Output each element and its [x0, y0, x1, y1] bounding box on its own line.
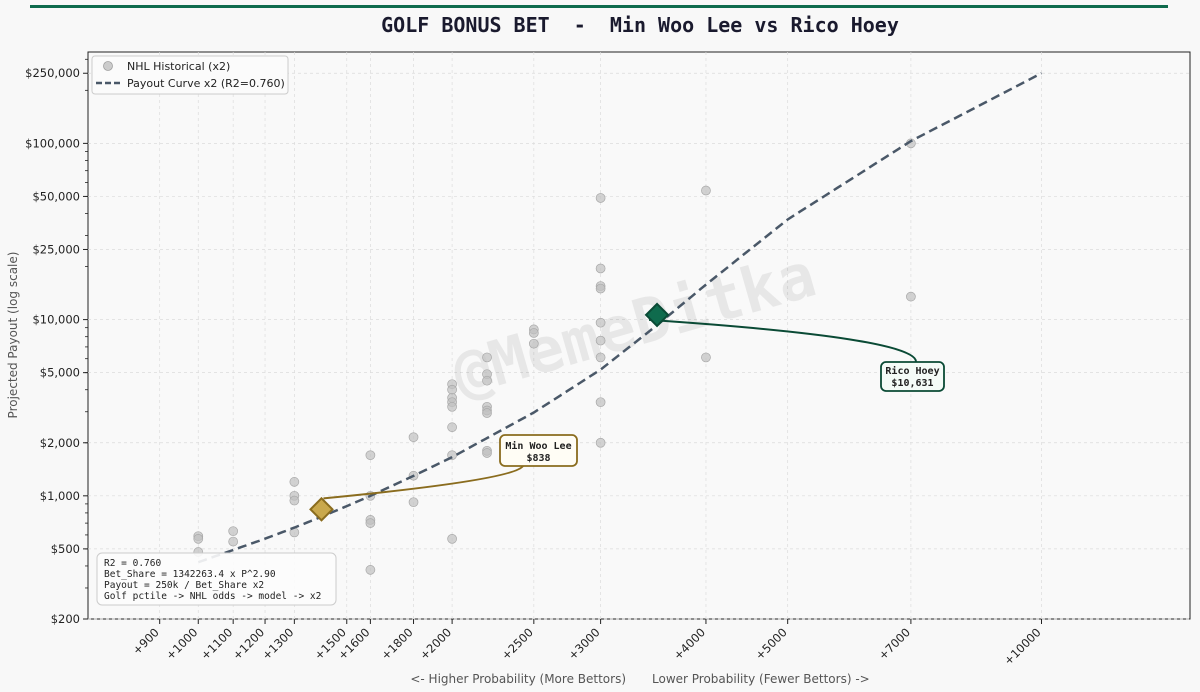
historical-point — [193, 533, 204, 544]
min-woo-lee-name: Min Woo Lee — [505, 440, 571, 452]
y-tick-label: $25,000 — [32, 242, 80, 256]
historical-point — [482, 448, 492, 458]
x-axis: +900 +1000+1100+1200+1300 +1500+1600 +1800 +… — [130, 619, 1044, 668]
historical-point — [228, 536, 239, 547]
historical-point — [595, 263, 606, 274]
historical-point — [447, 401, 457, 412]
historical-point — [595, 193, 606, 203]
x-tick-label: +1100 — [198, 625, 235, 662]
y-tick-label: $500 — [51, 542, 80, 556]
x-tick-label: +1300 — [259, 625, 296, 662]
historical-point — [365, 450, 376, 461]
min-woo-lee-callout-box — [499, 434, 578, 467]
x-tick-label: +4000 — [671, 625, 708, 662]
rico-hoey-name: Rico Hoey — [885, 365, 939, 377]
historical-point — [365, 518, 376, 528]
x-tick-label: +900 — [130, 625, 162, 657]
historical-point — [595, 352, 606, 363]
min-woo-lee-arrow — [323, 465, 524, 500]
historical-point — [701, 352, 711, 363]
min-woo-lee-marker — [309, 496, 334, 522]
historical-point — [906, 291, 916, 302]
x-tick-label: +2500 — [499, 625, 536, 662]
y-tick-label: $1,000 — [40, 489, 80, 503]
historical-point — [289, 495, 300, 506]
x-tick-label: +1000 — [163, 625, 200, 662]
x-tick-label: +10000 — [1001, 625, 1044, 668]
y-tick-label: $200 — [51, 612, 80, 626]
historical-point — [482, 352, 492, 363]
historical-point — [408, 432, 419, 443]
stats-pipeline: Golf pctile -> NHL odds -> model -> x2 — [104, 591, 321, 602]
historical-point — [447, 422, 457, 433]
legend-historical-swatch — [103, 61, 113, 71]
historical-point — [447, 384, 457, 395]
historical-point — [365, 565, 376, 575]
stats-box-frame — [96, 552, 337, 606]
y-axis: $200 $500 $1,000 $2,000 $5,000 $10,000 $25,000… — [25, 66, 88, 626]
rico-hoey-arrow — [648, 318, 918, 363]
y-tick-label: $2,000 — [40, 436, 80, 450]
y-tick-label: $50,000 — [32, 189, 80, 203]
historical-point — [408, 497, 419, 508]
min-woo-lee-payout: $838 — [526, 453, 550, 464]
legend: NHL Historical (x2) Payout Curve x2 (R2=… — [91, 55, 289, 95]
historical-point — [228, 526, 239, 537]
legend-curve-label: Payout Curve x2 (R2=0.760) — [127, 77, 285, 90]
header-rule — [30, 5, 1168, 8]
rico-hoey-marker — [644, 302, 670, 328]
historical-point — [595, 317, 606, 328]
y-tick-label: $10,000 — [32, 313, 80, 327]
payout-curve-line — [197, 72, 1043, 564]
historical-point — [482, 408, 492, 418]
historical-points — [193, 138, 916, 575]
rico-hoey-callout-box — [880, 361, 945, 392]
historical-point — [528, 328, 539, 338]
historical-point — [595, 283, 606, 294]
rico-hoey-payout: $10,631 — [891, 378, 933, 389]
x-tick-label: +1200 — [230, 625, 267, 662]
x-tick-label: +3000 — [565, 625, 602, 662]
historical-point — [701, 185, 711, 196]
grid-lines — [88, 52, 1190, 620]
x-axis-label-left: <- Higher Probability (More Bettors) — [410, 672, 626, 686]
stats-box: R2 = 0.760 Bet_Share = 1342263.4 x P^2.9… — [96, 552, 337, 606]
x-tick-label: +7000 — [876, 625, 913, 662]
x-tick-label: +5000 — [752, 625, 789, 662]
min-woo-lee-highlight: Min Woo Lee $838 — [309, 434, 578, 522]
y-tick-label: $100,000 — [25, 136, 80, 150]
legend-historical-label: NHL Historical (x2) — [127, 60, 230, 73]
historical-point — [528, 338, 539, 349]
y-tick-label: $5,000 — [40, 366, 80, 380]
x-tick-label: +2000 — [417, 625, 454, 662]
historical-point — [289, 477, 300, 487]
historical-point — [482, 375, 492, 386]
historical-point — [447, 533, 457, 544]
stats-bet-share: Bet_Share = 1342263.4 x P^2.90 — [104, 569, 276, 580]
y-tick-label: $250,000 — [25, 66, 80, 80]
stats-payout: Payout = 250k / Bet_Share x2 — [104, 580, 264, 591]
x-tick-label: +1800 — [378, 625, 415, 662]
plot-area — [87, 51, 1191, 620]
x-axis-label-right: Lower Probability (Fewer Bettors) -> — [652, 672, 870, 686]
y-axis-label: Projected Payout (log scale) — [6, 252, 20, 419]
legend-box — [91, 55, 289, 95]
stats-r2: R2 = 0.760 — [104, 558, 161, 569]
chart-title: GOLF BONUS BET - Min Woo Lee vs Rico Hoe… — [381, 13, 899, 37]
rico-hoey-highlight: Rico Hoey $10,631 — [644, 302, 945, 392]
historical-point — [595, 437, 606, 448]
historical-point — [595, 335, 606, 346]
historical-point — [595, 397, 606, 408]
